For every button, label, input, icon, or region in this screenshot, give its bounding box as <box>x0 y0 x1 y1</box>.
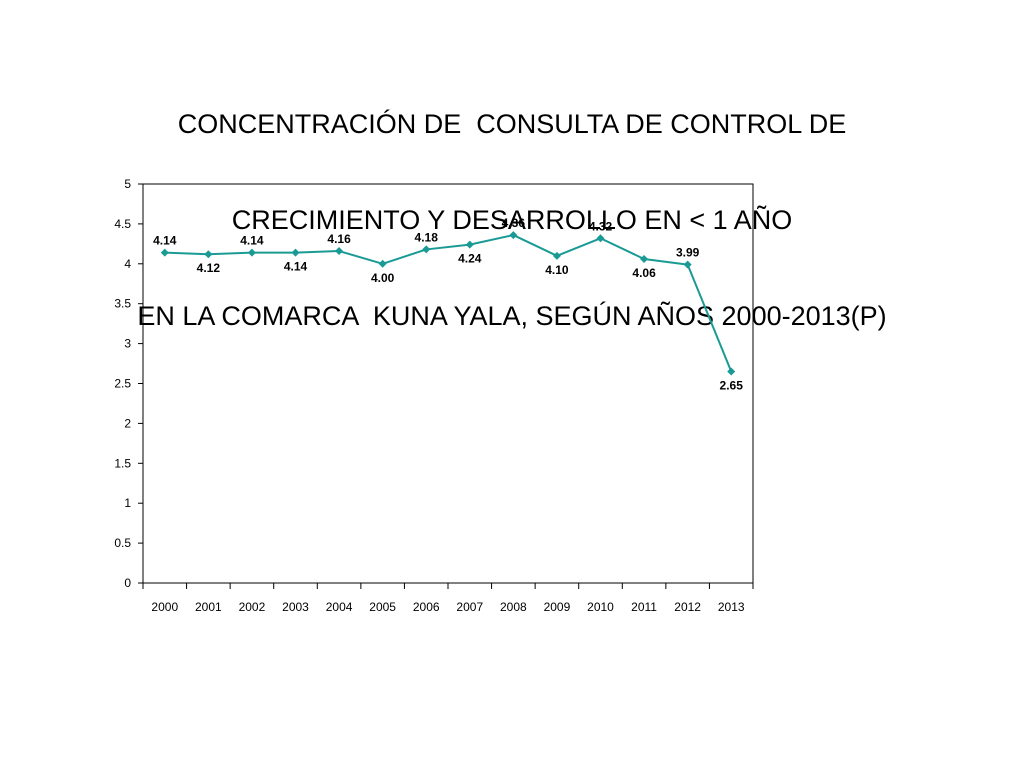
x-tick-label: 2005 <box>369 600 396 614</box>
x-tick-label: 2003 <box>282 600 309 614</box>
data-point <box>727 367 736 376</box>
series-group <box>160 231 736 376</box>
data-point <box>204 250 213 259</box>
y-tick-label: 2 <box>124 416 131 430</box>
chart-title: CONCENTRACIÓN DE CONSULTA DE CONTROL DE … <box>0 44 1024 364</box>
x-tick-label: 2006 <box>413 600 440 614</box>
y-tick-label: 4 <box>124 257 131 271</box>
x-tick-label: 2001 <box>195 600 222 614</box>
data-label: 4.00 <box>371 271 395 285</box>
plot-area <box>142 183 754 584</box>
data-label: 4.14 <box>240 234 264 248</box>
y-tick-label: 4.5 <box>114 217 131 231</box>
x-tick-label: 2008 <box>500 600 527 614</box>
y-tick-label: 0 <box>124 576 131 590</box>
x-tick-label: 2011 <box>631 600 657 614</box>
data-label: 4.10 <box>545 263 569 277</box>
data-point <box>160 248 169 257</box>
x-tick-label: 2007 <box>456 600 483 614</box>
x-tick-label: 2002 <box>239 600 266 614</box>
data-point <box>596 234 605 243</box>
x-tick-label: 2004 <box>326 600 353 614</box>
y-tick-label: 1 <box>124 496 131 510</box>
data-point <box>291 248 300 257</box>
data-point <box>378 259 387 268</box>
x-tick-label: 2010 <box>587 600 614 614</box>
data-point <box>552 251 561 260</box>
y-tick-label: 5 <box>124 177 131 191</box>
data-point <box>422 245 431 254</box>
data-label: 4.32 <box>589 219 613 233</box>
data-label: 4.16 <box>327 232 351 246</box>
x-tick-label: 2013 <box>718 600 745 614</box>
data-label: 4.06 <box>632 266 656 280</box>
data-point <box>640 255 649 264</box>
chart-title-line-3: EN LA COMARCA KUNA YALA, SEGÚN AÑOS 2000… <box>137 301 887 331</box>
x-tick-label: 2012 <box>674 600 701 614</box>
data-label: 4.12 <box>197 261 221 275</box>
data-label: 4.36 <box>502 216 526 230</box>
y-tick-label: 0.5 <box>114 536 131 550</box>
data-label: 3.99 <box>676 246 700 260</box>
data-label: 4.24 <box>458 252 482 266</box>
data-point <box>247 248 256 257</box>
y-tick-label: 2.5 <box>114 377 131 391</box>
series-line <box>164 234 733 372</box>
data-labels: 4.14 4.12 4.14 4.14 4.16 4.00 4.18 4.24 4.36 4.10… <box>153 216 743 392</box>
data-point <box>509 231 518 240</box>
data-label: 4.14 <box>284 260 308 274</box>
data-label: 2.65 <box>720 379 744 393</box>
y-tick-label: 3 <box>124 337 131 351</box>
chart-title-line-2: CRECIMIENTO Y DESARROLLO EN < 1 AÑO <box>231 205 793 235</box>
y-tick-label: 3.5 <box>114 297 131 311</box>
y-tick-label: 1.5 <box>114 456 131 470</box>
data-point <box>465 240 474 249</box>
data-label: 4.14 <box>153 234 177 248</box>
chart-title-line-1: CONCENTRACIÓN DE CONSULTA DE CONTROL DE <box>177 109 847 139</box>
x-tick-label: 2009 <box>544 600 571 614</box>
axes: 0 0.5 1 1.5 2 2.5 3 3.5 4 4.5 5 2000 2001 2002 2003 200… <box>114 177 754 614</box>
data-label: 4.18 <box>415 230 439 244</box>
data-point <box>335 247 344 256</box>
data-point <box>683 260 692 269</box>
x-tick-label: 2000 <box>151 600 178 614</box>
